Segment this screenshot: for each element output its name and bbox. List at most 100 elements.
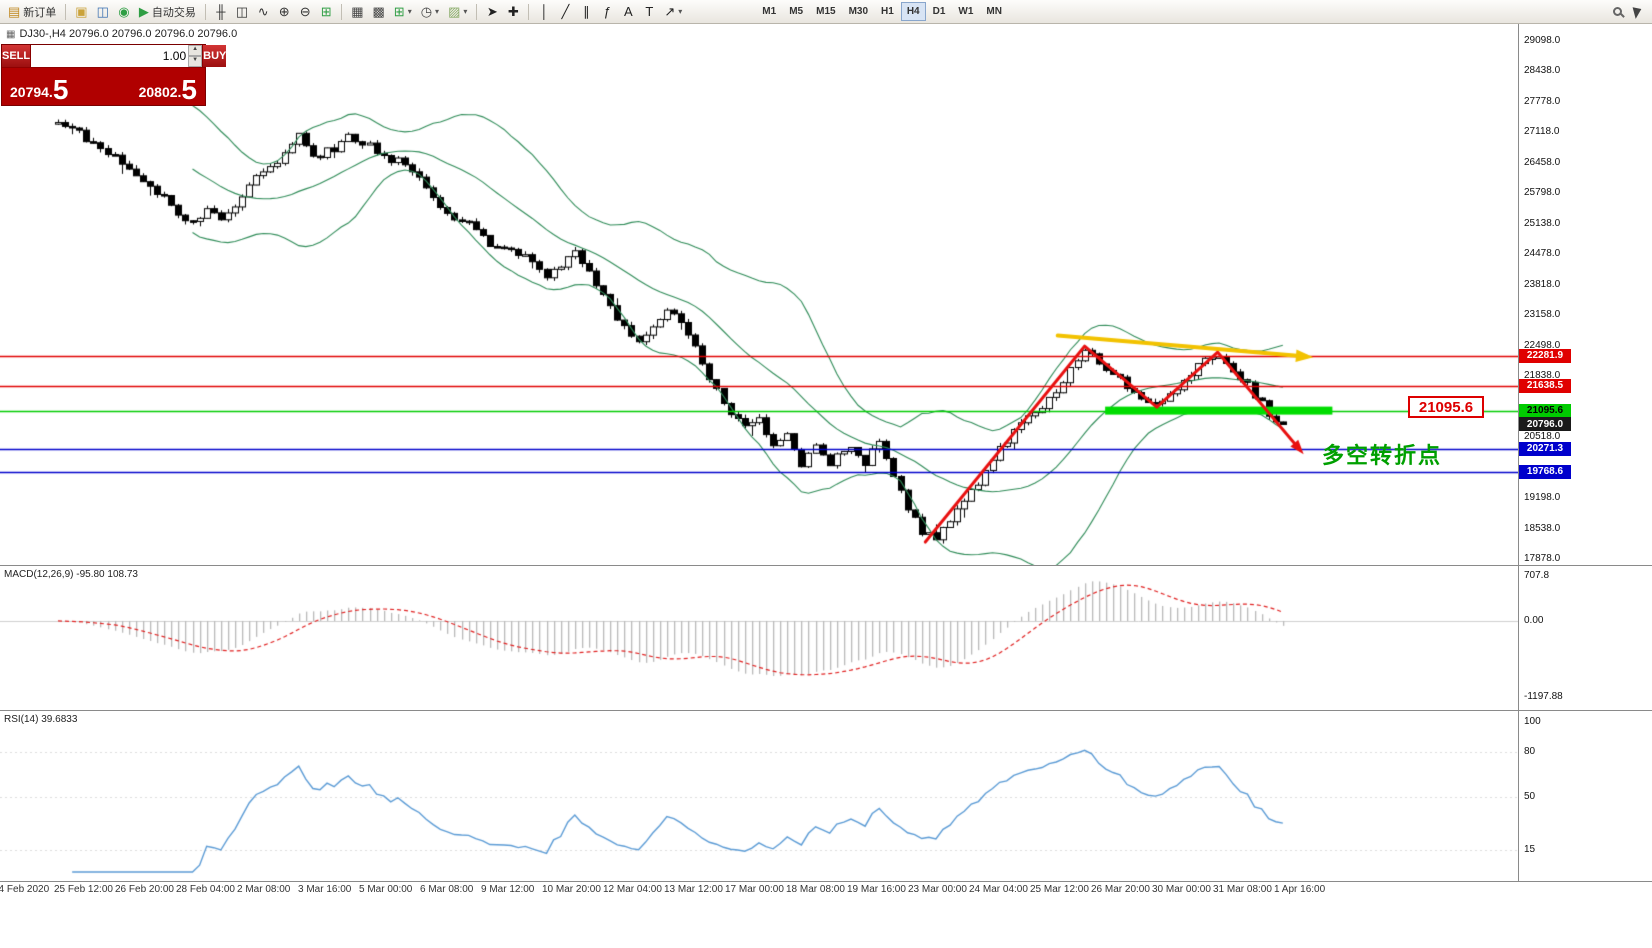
new-order-label: 新订单 xyxy=(23,6,57,19)
toolbar-separator xyxy=(528,3,530,20)
trendline-tool-button[interactable]: ╱ xyxy=(555,2,575,22)
timeframe-m15-button[interactable]: M15 xyxy=(816,6,836,17)
vline-tool-button[interactable]: │ xyxy=(534,2,554,22)
template-button[interactable]: ▨ ▾ xyxy=(444,2,471,22)
time-axis-label[interactable]: 25 Feb 12:00 xyxy=(54,884,113,895)
caret-down-icon: ▾ xyxy=(407,7,412,16)
cursor-button[interactable]: ➤ xyxy=(482,2,502,22)
price-axis-tick[interactable]: 27118.0 xyxy=(1524,126,1560,138)
new-chart-button[interactable]: ⊞ ▾ xyxy=(390,2,416,22)
timeframe-m5-button[interactable]: M5 xyxy=(789,6,804,17)
price-axis-tick[interactable]: 29098.0 xyxy=(1524,35,1561,46)
timeframe-m1-button[interactable]: M1 xyxy=(762,6,777,17)
timeframe-group: M1 M5 M15 M30 H1 H4 D1 W1 MN xyxy=(756,2,1008,21)
search-button[interactable] xyxy=(1607,2,1627,22)
time-axis-label[interactable]: 31 Mar 08:00 xyxy=(1213,884,1272,895)
chart-windows-button[interactable]: ▣ xyxy=(71,2,91,22)
volume-up-button[interactable]: ▲ xyxy=(188,45,203,56)
volume-input[interactable] xyxy=(31,45,189,67)
profiles-button[interactable]: ◫ xyxy=(93,2,113,22)
crosshair-button[interactable]: ✚ xyxy=(503,2,523,22)
time-axis-label[interactable]: 3 Mar 16:00 xyxy=(298,884,352,895)
price-axis-tick[interactable]: 24478.0 xyxy=(1524,248,1561,260)
price-axis-tick[interactable]: 27778.0 xyxy=(1524,95,1561,107)
price-axis-tick[interactable]: 21838.0 xyxy=(1524,370,1561,382)
price-axis-tick[interactable]: 26458.0 xyxy=(1524,156,1561,168)
time-axis-label[interactable]: 10 Mar 20:00 xyxy=(542,884,601,895)
timeframe-d1-button[interactable]: D1 xyxy=(932,6,946,17)
time-axis-label[interactable]: 5 Mar 00:00 xyxy=(359,884,413,895)
grid-button[interactable]: ⊞ xyxy=(316,2,336,22)
time-axis-label[interactable]: 2 Mar 08:00 xyxy=(237,884,291,895)
timeframe-m30-button[interactable]: M30 xyxy=(848,6,869,17)
time-axis-label[interactable]: 9 Mar 12:00 xyxy=(481,884,535,895)
autotrading-button[interactable]: ▶ 自动交易 xyxy=(135,2,200,22)
price-axis-tick[interactable]: 25798.0 xyxy=(1524,187,1561,199)
time-axis-label[interactable]: 1 Apr 16:00 xyxy=(1274,884,1326,895)
time-axis-label[interactable]: 18 Mar 08:00 xyxy=(786,884,845,895)
label-tool-button[interactable]: T xyxy=(639,2,659,22)
price-axis-tick[interactable]: 28438.0 xyxy=(1524,65,1561,77)
zoom-out-button[interactable]: ⊖ xyxy=(295,2,315,22)
sell-button[interactable]: SELL xyxy=(2,45,32,67)
caret-down-icon: ▾ xyxy=(678,7,683,16)
time-axis-label[interactable]: 28 Feb 04:00 xyxy=(176,884,235,895)
sell-price[interactable]: 20794. 5 xyxy=(10,76,68,104)
zoom-in-button[interactable]: ⊕ xyxy=(274,2,294,22)
candlestick-chart-button[interactable]: ◫ xyxy=(232,2,252,22)
new-order-button[interactable]: ▤ 新订单 xyxy=(4,2,60,22)
cascade-windows-button[interactable]: ▩ xyxy=(368,2,388,22)
price-axis-tick[interactable]: 22498.0 xyxy=(1524,339,1561,351)
text-tool-button[interactable]: A xyxy=(618,2,638,22)
time-axis-label[interactable]: 13 Mar 12:00 xyxy=(664,884,723,895)
price-macd-separator[interactable] xyxy=(0,565,1652,566)
buy-button[interactable]: BUY xyxy=(202,45,227,67)
pointer-add-button[interactable] xyxy=(1628,2,1648,22)
rsi-canvas[interactable] xyxy=(0,712,1518,880)
line-chart-button[interactable]: ∿ xyxy=(253,2,273,22)
time-axis-label[interactable]: 25 Mar 12:00 xyxy=(1030,884,1089,895)
toolbar-separator xyxy=(65,3,67,20)
time-axis-label[interactable]: 24 Mar 04:00 xyxy=(969,884,1028,895)
tile-windows-button[interactable]: ▦ xyxy=(347,2,367,22)
timeframe-h1-button[interactable]: H1 xyxy=(881,6,894,17)
time-axis-label[interactable]: 26 Mar 20:00 xyxy=(1091,884,1150,895)
timeframe-h4-button[interactable]: H4 xyxy=(900,2,926,21)
new-order-icon: ▤ xyxy=(8,4,21,19)
time-axis-label[interactable]: 23 Mar 00:00 xyxy=(908,884,967,895)
price-axis-tick[interactable]: 23158.0 xyxy=(1524,309,1561,321)
price-tag: 19768.6 xyxy=(1519,464,1571,479)
bar-chart-icon: ╫ xyxy=(216,4,226,19)
macd-canvas[interactable] xyxy=(0,567,1518,709)
fibo-tool-button[interactable]: ƒ xyxy=(597,2,617,22)
price-axis-tick[interactable]: 17878.0 xyxy=(1524,553,1561,565)
time-axis-label[interactable]: 26 Feb 20:00 xyxy=(115,884,174,895)
data-window-button[interactable]: ◉ xyxy=(114,2,134,22)
price-tag: 20271.3 xyxy=(1519,441,1571,456)
price-chart-canvas[interactable] xyxy=(0,24,1518,565)
arrows-tool-button[interactable]: ↗ ▾ xyxy=(660,2,686,22)
volume-down-button[interactable]: ▼ xyxy=(188,56,203,67)
time-axis-label[interactable]: 24 Feb 2020 xyxy=(0,884,50,895)
macd-rsi-separator[interactable] xyxy=(0,710,1652,711)
buy-price[interactable]: 20802. 5 xyxy=(139,76,197,104)
bar-chart-button[interactable]: ╫ xyxy=(211,2,231,22)
time-axis-label[interactable]: 30 Mar 00:00 xyxy=(1152,884,1211,895)
volume-field: ▲ ▼ xyxy=(31,45,203,67)
period-button[interactable]: ◷ ▾ xyxy=(417,2,443,22)
time-axis-label[interactable]: 12 Mar 04:00 xyxy=(603,884,662,895)
price-axis-tick[interactable]: 23818.0 xyxy=(1524,278,1561,290)
channel-tool-button[interactable]: ∥ xyxy=(576,2,596,22)
price-axis-tick[interactable]: 18538.0 xyxy=(1524,522,1561,534)
vline-tool-icon: │ xyxy=(540,4,549,19)
time-axis-label[interactable]: 17 Mar 00:00 xyxy=(725,884,784,895)
price-axis-tick[interactable]: 25138.0 xyxy=(1524,217,1561,229)
price-tag: 20796.0 xyxy=(1519,417,1571,432)
timeframe-mn-button[interactable]: MN xyxy=(986,6,1002,17)
timeframe-w1-button[interactable]: W1 xyxy=(958,6,974,17)
price-axis-tick[interactable]: 19198.0 xyxy=(1524,492,1561,504)
time-axis-label[interactable]: 6 Mar 08:00 xyxy=(420,884,474,895)
time-axis-label[interactable]: 19 Mar 16:00 xyxy=(847,884,906,895)
price-axis-tick[interactable]: 20518.0 xyxy=(1524,431,1561,443)
